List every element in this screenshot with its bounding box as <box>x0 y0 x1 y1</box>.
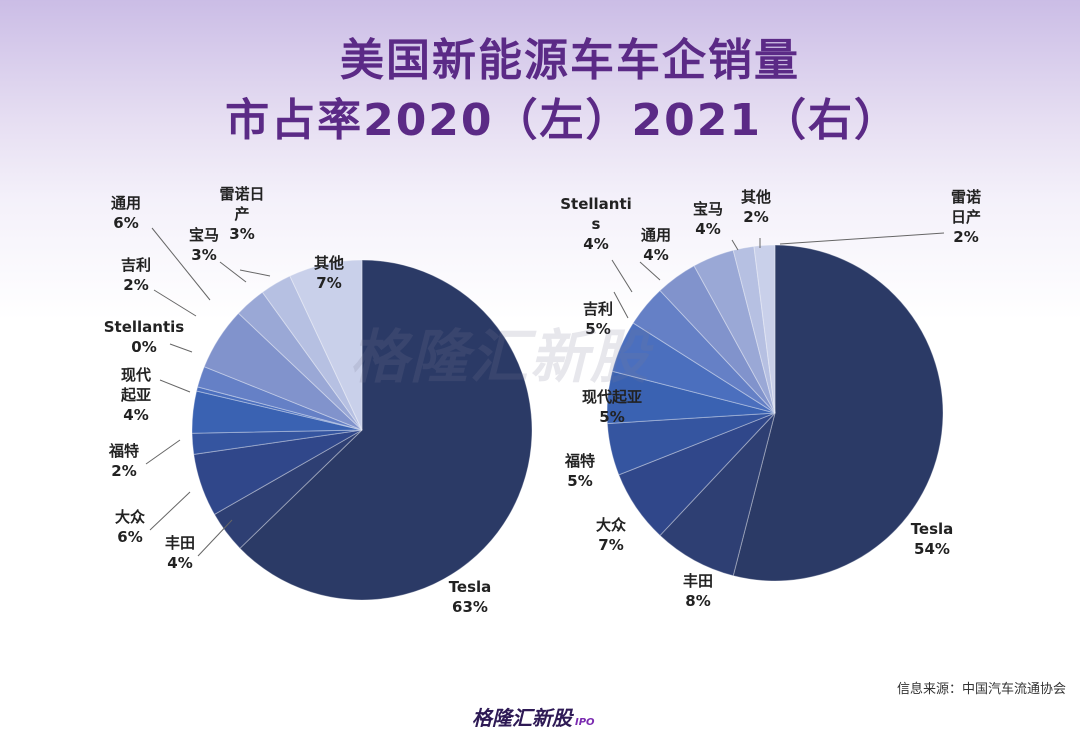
pie-slice-2020-宝马 <box>237 291 363 431</box>
pie-slice-2020-tesla <box>239 259 533 601</box>
slice-label-2021-雷诺日产: 雷诺日产 2% <box>951 188 981 246</box>
pie-slice-2020-stellantis <box>195 386 363 431</box>
leader-line-2020-stellantis <box>169 343 193 353</box>
slice-labels: Tesla 63% 丰田 4% 大众 6% 福特 2% 现代起亚 4% Stellantis 0% 吉利… <box>104 185 981 616</box>
leader-lines <box>145 227 945 557</box>
leader-line-2020-大众 <box>149 491 191 531</box>
leader-line-2020-吉利 <box>153 289 197 317</box>
pie-slice-2021-雷诺日产 <box>753 244 776 414</box>
slice-label-2020-雷诺日产: 雷诺日产 3% <box>219 185 264 243</box>
leader-line-2021-雷诺日产 <box>779 232 945 245</box>
pie-slice-2021-吉利 <box>611 322 776 414</box>
pie-slice-2020-其他 <box>289 259 363 431</box>
pie-slice-2020-福特 <box>191 429 363 455</box>
leader-line-2020-丰田 <box>197 519 233 557</box>
pie-slice-2021-stellantis <box>632 289 776 414</box>
leader-line-2021-stellantis <box>611 259 633 293</box>
slice-label-2021-宝马: 宝马 4% <box>693 200 723 238</box>
slice-label-2021-通用: 通用 4% <box>641 226 671 264</box>
leader-line-2020-福特 <box>145 439 181 465</box>
source-note: 信息来源：中国汽车流通协会 <box>896 682 1066 697</box>
slice-label-2021-stellantis: Stellanti s 4% <box>560 195 632 253</box>
pie-slice-2021-大众 <box>618 412 776 537</box>
pie-chart-2020 <box>191 259 533 601</box>
slice-label-2020-吉利: 吉利 2% <box>121 256 151 294</box>
slice-label-2020-大众: 大众 6% <box>115 508 145 546</box>
slice-label-2020-通用: 通用 6% <box>111 194 141 232</box>
slice-label-2020-tesla: Tesla 63% <box>449 578 492 616</box>
leader-line-2021-吉利 <box>613 291 629 319</box>
leader-line-2020-宝马 <box>219 261 247 283</box>
pie-slice-2021-福特 <box>606 412 776 476</box>
slice-label-2020-宝马: 宝马 3% <box>189 226 219 264</box>
pie-slice-2020-现代起亚 <box>191 390 363 434</box>
slice-label-2021-现代起亚: 现代起亚 5% <box>582 388 642 426</box>
slice-label-2020-其他: 其他 7% <box>314 254 344 292</box>
slice-label-2020-福特: 福特 2% <box>108 442 139 480</box>
slice-label-2021-丰田: 丰田 8% <box>683 572 713 610</box>
slice-label-2021-tesla: Tesla 54% <box>911 520 954 558</box>
pie-slice-2020-丰田 <box>213 429 363 550</box>
footer-logo: 格隆汇新股 IPO <box>472 702 595 731</box>
leader-line-2020-雷诺日产 <box>239 269 271 277</box>
leader-line-2021-宝马 <box>731 239 739 251</box>
footer-logo-text: 格隆汇新股 <box>472 706 572 730</box>
slice-label-2021-大众: 大众 7% <box>596 516 626 554</box>
slice-label-2020-丰田: 丰田 4% <box>165 534 195 572</box>
pie-slice-2021-现代起亚 <box>606 370 776 425</box>
leader-line-2020-现代起亚 <box>159 379 191 393</box>
pie-slice-2021-tesla <box>732 244 944 582</box>
footer-logo-suffix: IPO <box>575 717 595 728</box>
pie-slice-2021-通用 <box>659 265 776 414</box>
title-line-1: 美国新能源车车企销量 <box>340 35 800 86</box>
pie-slice-2020-雷诺日产 <box>261 275 363 431</box>
pie-slice-2020-吉利 <box>196 366 363 431</box>
pie-slice-2021-其他 <box>732 245 776 414</box>
pie-chart-2021 <box>606 244 944 582</box>
pie-slice-2021-丰田 <box>659 412 776 577</box>
leader-line-2021-通用 <box>639 261 661 281</box>
slice-label-2021-福特: 福特 5% <box>564 452 595 490</box>
slice-label-2021-吉利: 吉利 5% <box>583 300 613 338</box>
pie-slice-2020-大众 <box>193 429 363 516</box>
slice-label-2020-现代起亚: 现代起亚 4% <box>120 366 151 424</box>
leader-line-2020-通用 <box>151 227 211 301</box>
pie-slice-2021-宝马 <box>693 249 776 414</box>
title-line-2: 市占率2020（左）2021（右） <box>225 95 900 146</box>
pie-slice-2020-通用 <box>203 312 363 431</box>
slice-label-2020-stellantis: Stellantis 0% <box>104 318 185 356</box>
slice-label-2021-其他: 其他 2% <box>741 188 771 226</box>
